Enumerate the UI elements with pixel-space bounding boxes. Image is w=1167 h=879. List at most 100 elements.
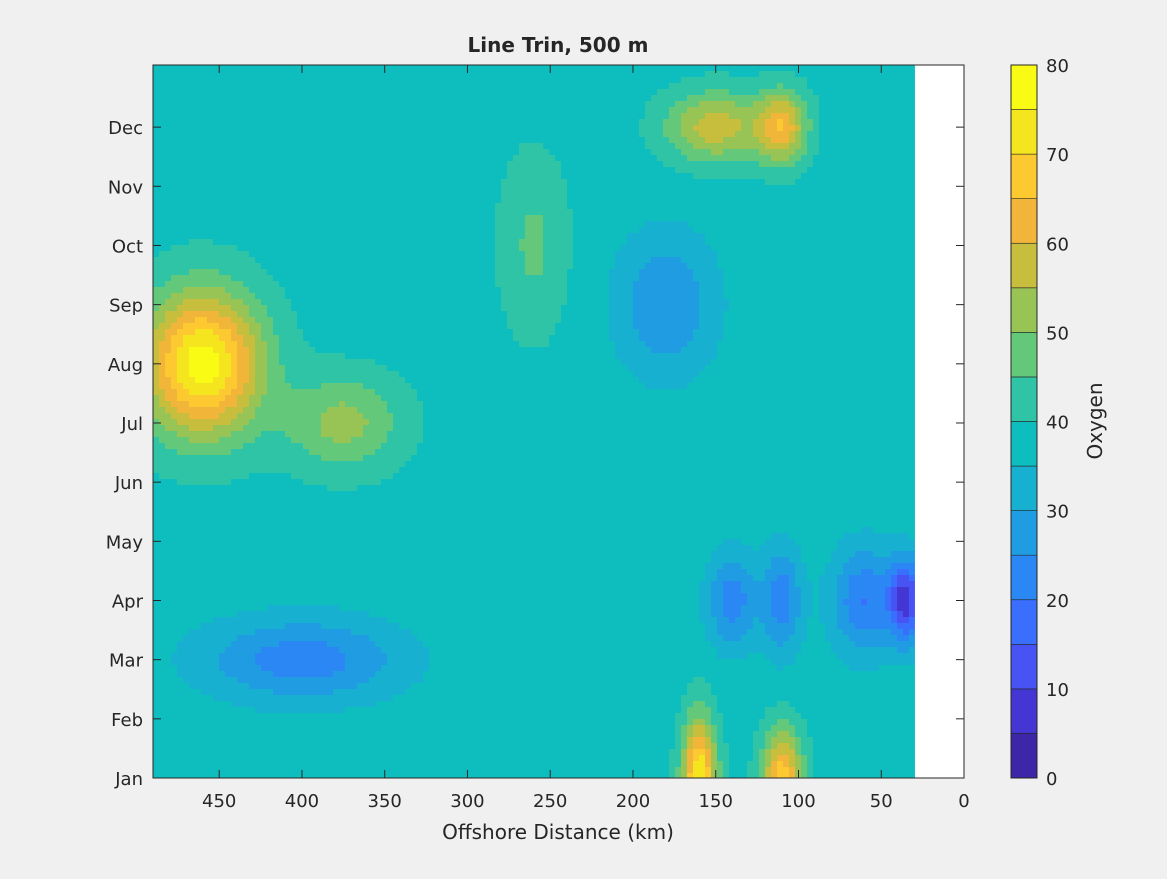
contour-cell <box>345 287 352 294</box>
contour-cell <box>183 191 190 198</box>
contour-cell <box>165 221 172 228</box>
contour-cell <box>207 689 214 696</box>
contour-cell <box>315 569 322 576</box>
contour-cell <box>207 611 214 618</box>
contour-cell <box>213 431 220 438</box>
contour-cell <box>279 455 286 462</box>
contour-cell <box>219 701 226 708</box>
contour-cell <box>375 395 382 402</box>
contour-cell <box>393 479 400 486</box>
contour-cell <box>303 155 310 162</box>
contour-cell <box>213 305 220 312</box>
contour-cell <box>327 275 334 282</box>
contour-cell <box>243 611 250 618</box>
contour-cell <box>321 275 328 282</box>
contour-cell <box>363 587 370 594</box>
contour-cell <box>159 671 166 678</box>
contour-cell <box>333 179 340 186</box>
contour-cell <box>243 113 250 120</box>
contour-cell <box>381 641 388 648</box>
contour-cell <box>207 359 214 366</box>
contour-cell <box>165 317 172 324</box>
contour-cell <box>327 317 334 324</box>
contour-cell <box>339 683 346 690</box>
contour-cell <box>381 485 388 492</box>
contour-cell <box>279 185 286 192</box>
contour-cell <box>189 767 196 774</box>
contour-cell <box>345 305 352 312</box>
contour-cell <box>153 95 160 102</box>
contour-cell <box>249 275 256 282</box>
contour-cell <box>183 167 190 174</box>
contour-cell <box>303 335 310 342</box>
contour-cell <box>207 77 214 84</box>
contour-cell <box>231 335 238 342</box>
contour-cell <box>237 125 244 132</box>
contour-cell <box>339 539 346 546</box>
contour-cell <box>399 719 406 726</box>
contour-cell <box>219 581 226 588</box>
contour-cell <box>267 611 274 618</box>
contour-cell <box>195 701 202 708</box>
contour-cell <box>255 485 262 492</box>
contour-cell <box>381 335 388 342</box>
contour-cell <box>279 671 286 678</box>
contour-cell <box>339 485 346 492</box>
contour-cell <box>207 695 214 702</box>
contour-cell <box>369 503 376 510</box>
contour-cell <box>375 665 382 672</box>
contour-cell <box>153 749 160 756</box>
contour-cell <box>345 689 352 696</box>
contour-cell <box>291 581 298 588</box>
contour-cell <box>315 419 322 426</box>
contour-cell <box>279 677 286 684</box>
contour-cell <box>165 305 172 312</box>
contour-cell <box>171 527 178 534</box>
contour-cell <box>171 479 178 486</box>
contour-cell <box>249 185 256 192</box>
contour-cell <box>297 353 304 360</box>
contour-cell <box>189 509 196 516</box>
contour-cell <box>399 593 406 600</box>
contour-cell <box>279 701 286 708</box>
contour-cell <box>363 599 370 606</box>
contour-cell <box>363 179 370 186</box>
contour-cell <box>183 491 190 498</box>
contour-cell <box>363 419 370 426</box>
contour-cell <box>213 251 220 258</box>
contour-cell <box>177 239 184 246</box>
contour-cell <box>297 311 304 318</box>
contour-cell <box>153 617 160 624</box>
contour-cell <box>339 473 346 480</box>
contour-cell <box>225 299 232 306</box>
contour-cell <box>267 149 274 156</box>
contour-cell <box>261 107 268 114</box>
contour-cell <box>387 389 394 396</box>
contour-cell <box>273 389 280 396</box>
contour-cell <box>333 437 340 444</box>
contour-cell <box>273 665 280 672</box>
contour-cell <box>357 497 364 504</box>
contour-cell <box>189 197 196 204</box>
contour-cell <box>357 263 364 270</box>
contour-cell <box>375 509 382 516</box>
contour-cell <box>201 647 208 654</box>
contour-cell <box>219 449 226 456</box>
contour-cell <box>393 221 400 228</box>
contour-cell <box>357 317 364 324</box>
contour-cell <box>159 167 166 174</box>
contour-cell <box>369 341 376 348</box>
contour-cell <box>279 689 286 696</box>
contour-cell <box>183 419 190 426</box>
contour-cell <box>261 113 268 120</box>
contour-cell <box>279 563 286 570</box>
contour-cell <box>357 599 364 606</box>
contour-cell <box>255 425 262 432</box>
contour-cell <box>243 545 250 552</box>
contour-cell <box>381 113 388 120</box>
contour-cell <box>207 725 214 732</box>
contour-cell <box>315 545 322 552</box>
contour-cell <box>207 599 214 606</box>
contour-cell <box>201 203 208 210</box>
contour-cell <box>249 647 256 654</box>
